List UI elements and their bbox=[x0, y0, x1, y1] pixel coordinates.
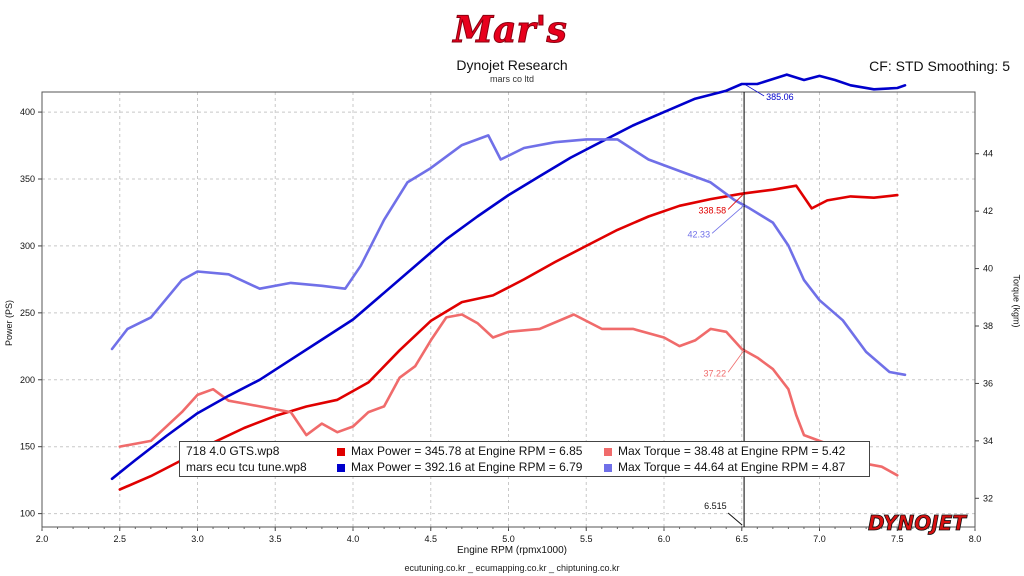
legend-row-run2: mars ecu tcu tune.wp8 Max Power = 392.16… bbox=[180, 459, 869, 475]
legend-swatch-power bbox=[337, 464, 345, 472]
series-line-run1_power bbox=[118, 184, 899, 491]
x-tick-label: 3.5 bbox=[269, 534, 282, 544]
y2-tick-label: 40 bbox=[983, 264, 993, 274]
series-lines bbox=[110, 73, 907, 491]
marker-label-run1_torque: 37.22 bbox=[704, 368, 727, 378]
series-line-run2_power bbox=[110, 73, 907, 481]
cf-smoothing-label: CF: STD Smoothing: 5 bbox=[869, 58, 1010, 74]
x-tick-label: 7.0 bbox=[813, 534, 826, 544]
x-tick-label: 6.0 bbox=[658, 534, 671, 544]
marker-label-run1_power: 338.58 bbox=[699, 205, 727, 215]
y-tick-label: 100 bbox=[20, 509, 35, 519]
x-tick-label: 3.0 bbox=[191, 534, 204, 544]
y2-tick-label: 42 bbox=[983, 206, 993, 216]
marker-pointer bbox=[743, 83, 765, 97]
y2-tick-label: 36 bbox=[983, 378, 993, 388]
axes: 2.0 2.5 3.0 3.5 4.0 4.5 5.0 5.5 6.0 6.5 7.0 7.5 8.0 1… bbox=[20, 107, 993, 544]
y2-tick-label: 34 bbox=[983, 436, 993, 446]
legend: 718 4.0 GTS.wp8 Max Power = 345.78 at En… bbox=[179, 441, 870, 477]
legend-row-run1: 718 4.0 GTS.wp8 Max Power = 345.78 at En… bbox=[180, 443, 869, 459]
legend-max-torque: Max Torque = 44.64 at Engine RPM = 4.87 bbox=[618, 460, 846, 474]
x-tick-label: 4.5 bbox=[424, 534, 437, 544]
y-tick-label: 300 bbox=[20, 241, 35, 251]
y-axis-label: Power (PS) bbox=[4, 299, 15, 347]
x-tick-label: 6.5 bbox=[735, 534, 748, 544]
x-tick-label: 8.0 bbox=[969, 534, 982, 544]
y-tick-label: 400 bbox=[20, 107, 35, 117]
x-tick-label: 7.5 bbox=[891, 534, 904, 544]
legend-swatch-torque bbox=[604, 464, 612, 472]
x-tick-label: 5.5 bbox=[580, 534, 593, 544]
y2-axis-label: Torque (kgm) bbox=[1011, 274, 1022, 328]
marker-pointer bbox=[711, 204, 745, 234]
company-name: mars co ltd bbox=[489, 74, 534, 84]
svg-text:Mar's: Mar's bbox=[451, 9, 566, 51]
x-axis-label: Engine RPM (rpmx1000) bbox=[456, 545, 568, 556]
rpm-cursor-pointer bbox=[727, 512, 743, 526]
footer-links: ecutuning.co.kr _ ecumapping.co.kr _ chi… bbox=[404, 563, 620, 573]
marker-label-run2_torque: 42.33 bbox=[688, 229, 711, 239]
marker-pointer bbox=[727, 350, 745, 373]
y-tick-label: 200 bbox=[20, 375, 35, 385]
y2-tick-label: 44 bbox=[983, 149, 993, 159]
marker-pointer bbox=[727, 193, 745, 210]
y-tick-label: 350 bbox=[20, 174, 35, 184]
y-tick-label: 250 bbox=[20, 308, 35, 318]
y2-tick-label: 38 bbox=[983, 321, 993, 331]
y-tick-label: 150 bbox=[20, 442, 35, 452]
legend-run-name: 718 4.0 GTS.wp8 bbox=[186, 444, 280, 458]
legend-max-power: Max Power = 392.16 at Engine RPM = 6.79 bbox=[351, 460, 583, 474]
series-line-run1_torque bbox=[118, 313, 899, 477]
legend-swatch-torque bbox=[604, 448, 612, 456]
x-tick-label: 2.0 bbox=[36, 534, 49, 544]
y2-tick-label: 32 bbox=[983, 493, 993, 503]
legend-max-power: Max Power = 345.78 at Engine RPM = 6.85 bbox=[351, 444, 583, 458]
brand-logo: Mar's bbox=[430, 6, 590, 56]
dynojet-brand-mark: DYNOJET bbox=[868, 511, 967, 535]
rpm-cursor-label: 6.515 bbox=[704, 501, 727, 511]
marker-label-run2_power: 385.06 bbox=[766, 92, 794, 102]
x-tick-label: 5.0 bbox=[502, 534, 515, 544]
series-line-run2_torque bbox=[110, 134, 907, 377]
legend-run-name: mars ecu tcu tune.wp8 bbox=[186, 460, 307, 474]
x-tick-label: 2.5 bbox=[113, 534, 126, 544]
legend-max-torque: Max Torque = 38.48 at Engine RPM = 5.42 bbox=[618, 444, 846, 458]
chart-title: Dynojet Research bbox=[456, 57, 568, 73]
legend-swatch-power bbox=[337, 448, 345, 456]
x-tick-label: 4.0 bbox=[347, 534, 360, 544]
